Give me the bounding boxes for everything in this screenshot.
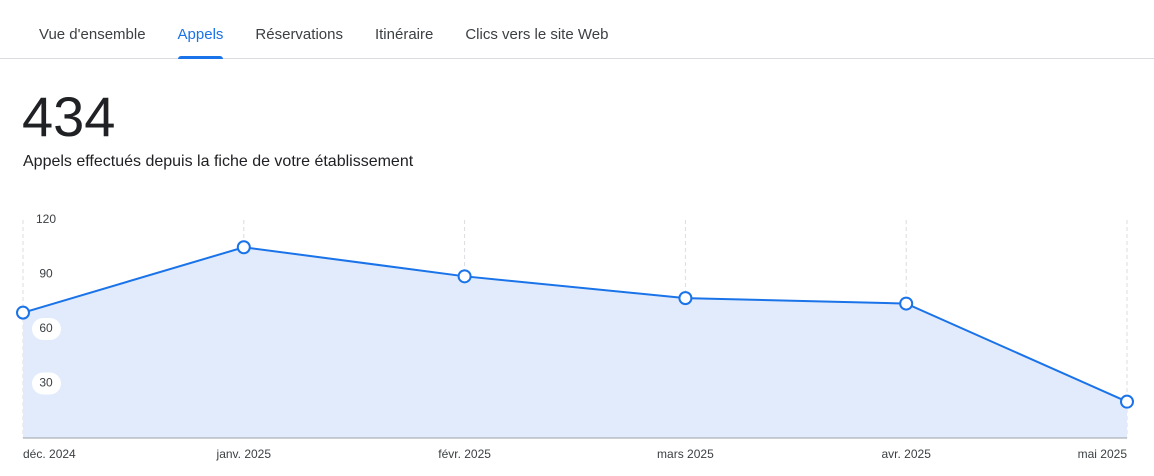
point <box>457 269 472 284</box>
subtitle: Appels effectués depuis la fiche de votr… <box>23 153 414 170</box>
point <box>678 291 693 306</box>
total-value: 434 <box>22 85 116 148</box>
tab-bar: Vue d'ensemble Appels Réservations Itinérai… <box>0 0 1154 59</box>
x-tick-label: févr. 2025 <box>438 447 491 461</box>
tab[interactable]: Clics vers le site Web <box>465 26 609 43</box>
y-tick-label: 30 <box>39 376 53 390</box>
y-tick-label-bg <box>32 318 61 340</box>
y-tick-label: 120 <box>36 212 56 226</box>
y-tick-label-bg <box>32 372 61 395</box>
x-tick-label: déc. 2024 <box>23 447 76 461</box>
area <box>23 247 1127 438</box>
line <box>22 246 1128 403</box>
tab[interactable]: Itinéraire <box>374 26 434 43</box>
point <box>1120 394 1134 409</box>
point <box>899 296 914 311</box>
tab[interactable]: Appels <box>177 0 223 59</box>
x-tick-label: avr. 2025 <box>882 447 932 461</box>
point <box>16 305 30 320</box>
x-tick-label: janv. 2025 <box>216 447 272 461</box>
x-tick-label: mai 2025 <box>1078 447 1128 461</box>
point <box>236 240 251 255</box>
y-tick-label: 90 <box>39 267 53 281</box>
y-tick-label: 60 <box>39 321 53 335</box>
tab[interactable]: Vue d'ensemble <box>39 26 146 43</box>
y-tick-label-bg <box>32 263 61 286</box>
x-tick-label: mars 2025 <box>657 447 714 461</box>
tab[interactable]: Réservations <box>255 26 343 43</box>
